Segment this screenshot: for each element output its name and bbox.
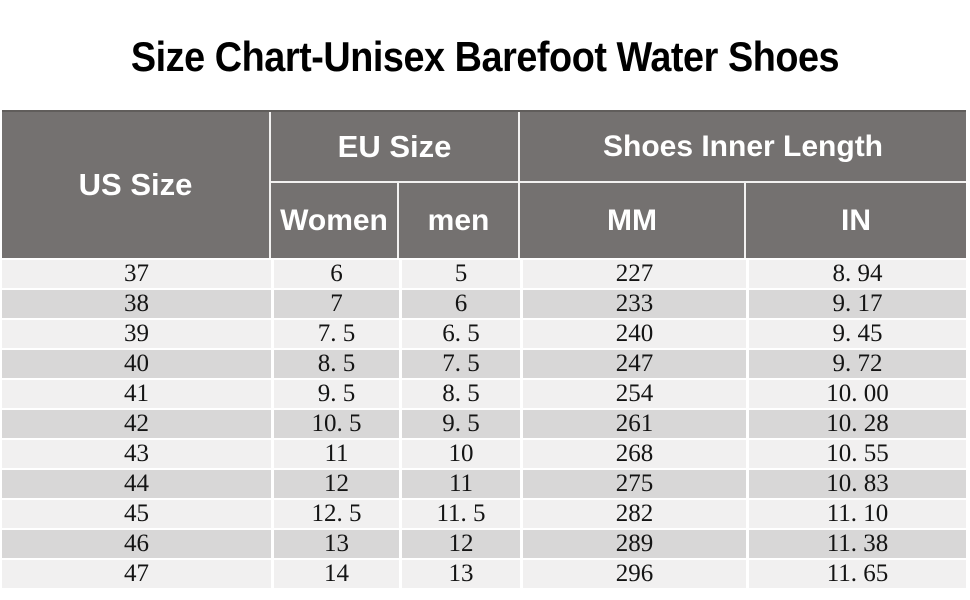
table-cell: 233 bbox=[520, 290, 746, 318]
table-cell: 10. 5 bbox=[271, 410, 399, 438]
table-cell: 9. 5 bbox=[271, 380, 399, 408]
table-cell: 6 bbox=[271, 260, 399, 288]
header-cell-mm: MM bbox=[520, 183, 746, 258]
table-cell: 11. 10 bbox=[746, 500, 966, 528]
table-header: US Size EU Size Women men Shoes Inner Le… bbox=[2, 110, 966, 258]
table-cell: 7. 5 bbox=[399, 350, 520, 378]
header-cell-eu-size: EU Size bbox=[271, 112, 520, 183]
table-cell: 10. 28 bbox=[746, 410, 966, 438]
table-cell: 38 bbox=[124, 290, 149, 317]
table-cell: 42 bbox=[124, 410, 149, 437]
table-cell: 247 bbox=[520, 350, 746, 378]
table-cell: 44 bbox=[124, 470, 149, 497]
table-cell: 8. 5 bbox=[399, 380, 520, 408]
table-row: 37 6 5 227 8. 94 bbox=[2, 260, 966, 288]
table-row: 38 7 6 233 9. 17 bbox=[2, 290, 966, 318]
table-cell: 268 bbox=[520, 440, 746, 468]
table-cell: 43 bbox=[124, 440, 149, 467]
table-cell: 6. 5 bbox=[399, 320, 520, 348]
table-cell: 47 bbox=[124, 560, 149, 587]
table-row: 42 10. 5 9. 5 261 10. 28 bbox=[2, 410, 966, 438]
table-cell: 240 bbox=[520, 320, 746, 348]
table-cell: 8. 5 bbox=[271, 350, 399, 378]
table-row: 45 12. 5 11. 5 282 11. 10 bbox=[2, 500, 966, 528]
table-cell: 5 bbox=[399, 260, 520, 288]
table-cell: 9. 17 bbox=[746, 290, 966, 318]
header-cell-inner-length: Shoes Inner Length bbox=[520, 112, 966, 183]
table-cell: 9. 5 bbox=[399, 410, 520, 438]
table-cell: 10. 55 bbox=[746, 440, 966, 468]
table-cell: 9. 72 bbox=[746, 350, 966, 378]
table-row: 39 7. 5 6. 5 240 9. 45 bbox=[2, 320, 966, 348]
table-cell: 289 bbox=[520, 530, 746, 558]
table-cell: 39 bbox=[124, 320, 149, 347]
table-cell: 6 bbox=[399, 290, 520, 318]
table-cell: 46 bbox=[124, 530, 149, 557]
table-row: 40 8. 5 7. 5 247 9. 72 bbox=[2, 350, 966, 378]
table-cell: 13 bbox=[271, 530, 399, 558]
table-cell: 11. 5 bbox=[399, 500, 520, 528]
table-cell: 275 bbox=[520, 470, 746, 498]
size-table: US Size EU Size Women men Shoes Inner Le… bbox=[2, 110, 966, 590]
table-cell: 227 bbox=[520, 260, 746, 288]
table-cell: 12. 5 bbox=[271, 500, 399, 528]
table-cell: 12 bbox=[271, 470, 399, 498]
table-cell: 11 bbox=[271, 440, 399, 468]
table-row: 46 13 12 289 11. 38 bbox=[2, 530, 966, 558]
table-cell: 296 bbox=[520, 560, 746, 588]
table-cell: 37 bbox=[124, 260, 149, 287]
table-cell: 282 bbox=[520, 500, 746, 528]
table-cell: 10. 00 bbox=[746, 380, 966, 408]
table-cell: 10 bbox=[399, 440, 520, 468]
page-title: Size Chart-Unisex Barefoot Water Shoes bbox=[130, 33, 840, 80]
table-row: 43 11 10 268 10. 55 bbox=[2, 440, 966, 468]
header-cell-women: Women bbox=[271, 183, 399, 258]
table-row: 44 12 11 275 10. 83 bbox=[2, 470, 966, 498]
table-cell: 12 bbox=[399, 530, 520, 558]
table-cell: 45 bbox=[124, 500, 149, 527]
table-cell: 7. 5 bbox=[271, 320, 399, 348]
header-cell-us-size: US Size bbox=[2, 112, 271, 258]
table-cell: 40 bbox=[124, 350, 149, 377]
table-cell: 14 bbox=[271, 560, 399, 588]
table-body: 37 6 5 227 8. 94 38 7 6 233 9. 17 39 7. 5 6. 5 240 9. … bbox=[2, 260, 966, 588]
table-cell: 41 bbox=[124, 380, 149, 407]
header-cell-men: men bbox=[399, 183, 520, 258]
table-cell: 261 bbox=[520, 410, 746, 438]
table-row: 47 14 13 296 11. 65 bbox=[2, 560, 966, 588]
table-cell: 11. 38 bbox=[746, 530, 966, 558]
table-cell: 13 bbox=[399, 560, 520, 588]
table-cell: 10. 83 bbox=[746, 470, 966, 498]
table-cell: 7 bbox=[271, 290, 399, 318]
table-cell: 8. 94 bbox=[746, 260, 966, 288]
table-cell: 11 bbox=[399, 470, 520, 498]
header-cell-in: IN bbox=[841, 203, 871, 237]
table-cell: 9. 45 bbox=[746, 320, 966, 348]
table-cell: 254 bbox=[520, 380, 746, 408]
table-cell: 11. 65 bbox=[746, 560, 966, 588]
table-row: 41 9. 5 8. 5 254 10. 00 bbox=[2, 380, 966, 408]
